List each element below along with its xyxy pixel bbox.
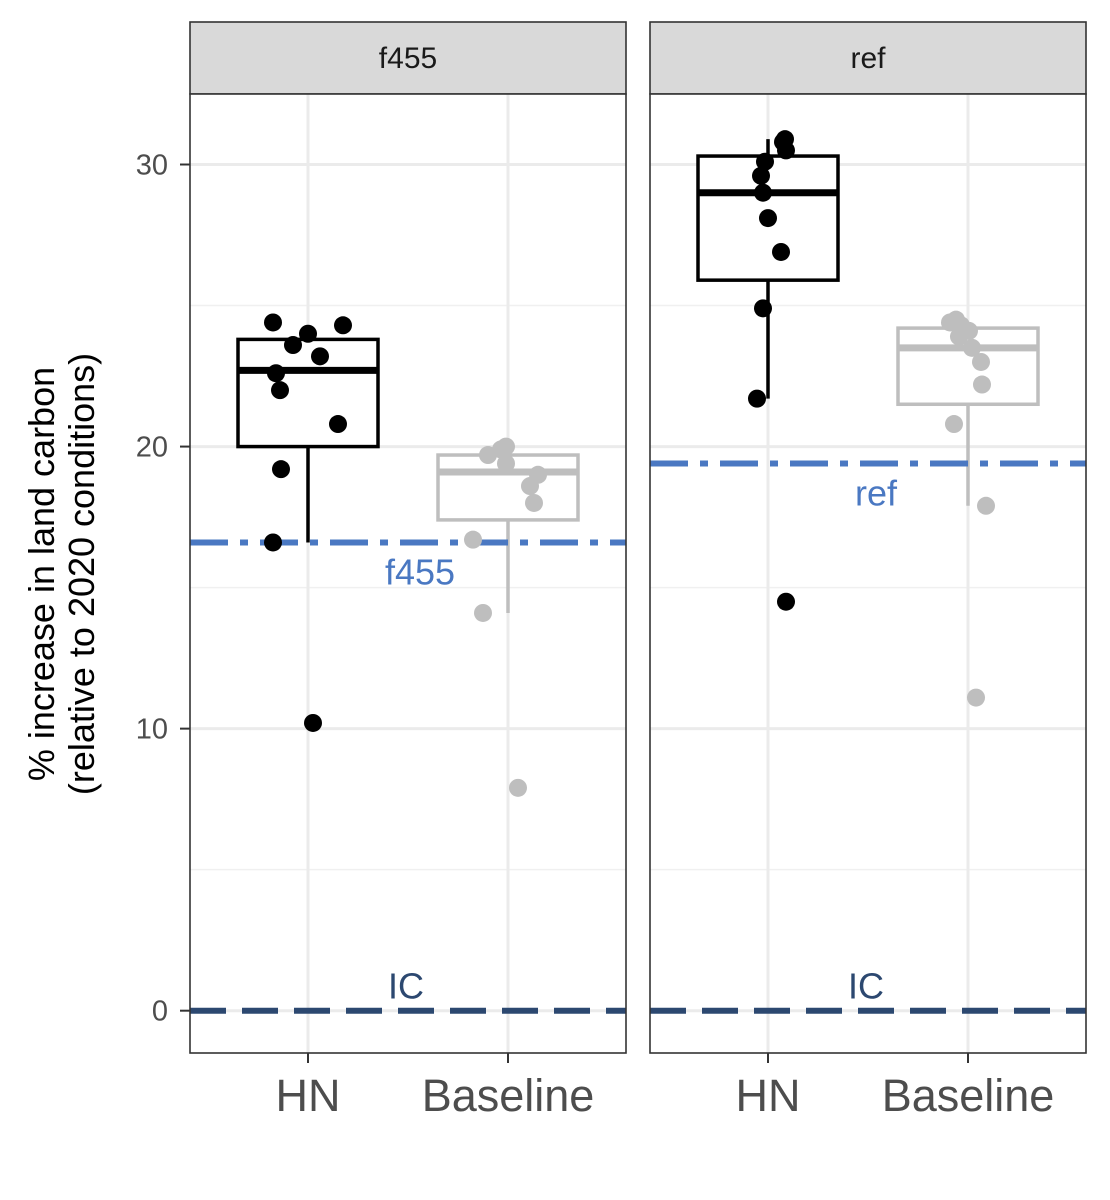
data-point-ref-HN: [772, 242, 790, 261]
data-point-ref-HN: [754, 183, 772, 202]
data-point-f455-Baseline: [479, 446, 497, 465]
x-tick-label-ref-Baseline: Baseline: [882, 1070, 1055, 1121]
data-point-ref-HN: [756, 152, 774, 171]
y-tick-label-20: 20: [136, 432, 168, 464]
data-point-ref-Baseline: [977, 496, 995, 515]
data-point-f455-HN: [271, 381, 289, 400]
x-tick-label-f455-Baseline: Baseline: [422, 1070, 595, 1121]
data-point-f455-Baseline: [521, 477, 539, 496]
data-point-ref-HN: [754, 299, 772, 318]
data-point-f455-HN: [272, 460, 290, 479]
reference-line-label-f455: f455: [385, 551, 455, 592]
data-point-ref-Baseline: [963, 338, 981, 357]
y-tick-label-30: 30: [136, 150, 168, 182]
data-point-f455-Baseline: [525, 493, 543, 512]
data-point-ref-HN: [752, 166, 770, 185]
box-iqr: [236, 337, 380, 449]
data-point-f455-HN: [264, 313, 282, 332]
panel-background-f455: [190, 94, 626, 1053]
data-point-f455-HN: [329, 415, 347, 434]
data-point-ref-Baseline: [973, 375, 991, 394]
data-point-ref-Baseline: [972, 352, 990, 371]
data-point-ref-Baseline: [950, 327, 968, 346]
y-axis-title-line1: % increase in land carbon: [21, 367, 62, 781]
y-tick-label-0: 0: [152, 996, 168, 1028]
strip-f455: [189, 21, 627, 95]
data-point-ref-HN: [759, 209, 777, 228]
panel-border-ref: [649, 93, 1087, 1054]
data-point-f455-Baseline: [509, 778, 527, 797]
x-tick-label-f455-HN: HN: [276, 1070, 341, 1121]
panel-f455: f455 f455 IC HN Baseline: [189, 21, 627, 1121]
data-point-ref-HN: [777, 141, 795, 160]
panel-ref: ref ref IC HN Baseline: [649, 21, 1087, 1121]
data-point-f455-HN: [334, 316, 352, 335]
data-point-f455-Baseline: [464, 530, 482, 549]
data-point-f455-Baseline: [497, 454, 515, 473]
ic-line-label-f455: IC: [388, 966, 424, 1007]
y-axis-title: % increase in land carbon(relative to 20…: [21, 353, 102, 795]
data-point-ref-HN: [748, 389, 766, 408]
data-point-f455-HN: [264, 533, 282, 552]
data-point-ref-HN: [777, 592, 795, 611]
data-point-f455-HN: [304, 713, 322, 732]
y-axis-title-line2: (relative to 2020 conditions): [61, 353, 102, 795]
data-point-f455-HN: [284, 336, 302, 355]
data-point-ref-Baseline: [967, 688, 985, 707]
data-point-f455-Baseline: [474, 603, 492, 622]
data-point-f455-HN: [267, 364, 285, 383]
panel-border-f455: [189, 93, 627, 1054]
data-point-f455-HN: [311, 347, 329, 366]
reference-line-label-ref: ref: [855, 472, 898, 513]
strip-label-ref: ref: [850, 42, 886, 75]
y-tick-label-10: 10: [136, 714, 168, 746]
strip-label-f455: f455: [379, 42, 437, 75]
x-tick-label-ref-HN: HN: [736, 1070, 801, 1121]
data-point-ref-Baseline: [945, 415, 963, 434]
data-point-f455-HN: [299, 324, 317, 343]
ic-line-label-ref: IC: [848, 966, 884, 1007]
strip-ref: [649, 21, 1087, 95]
